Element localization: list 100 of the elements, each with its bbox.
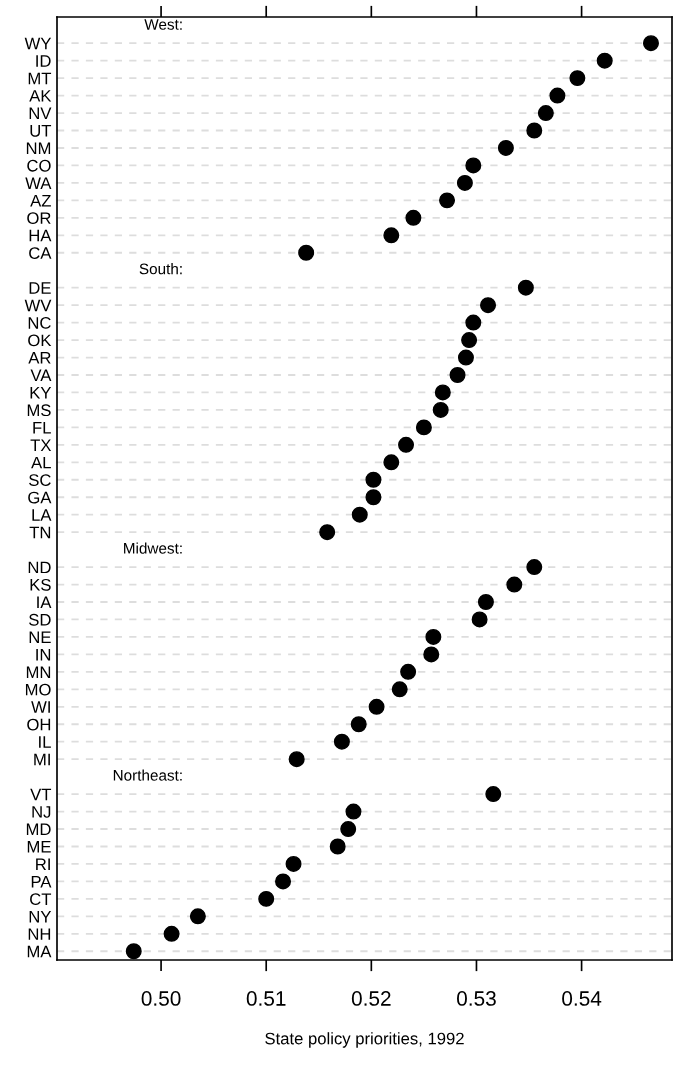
point — [456, 174, 473, 191]
point — [398, 436, 415, 453]
point — [340, 821, 357, 838]
y-tick-label: VA — [30, 369, 52, 382]
point — [405, 209, 422, 226]
x-tick-label: 0.54 — [562, 991, 602, 1006]
y-tick-label: SD — [29, 613, 51, 626]
y-tick-label: CO — [27, 159, 51, 172]
y-tick-label: NV — [29, 107, 52, 120]
point — [329, 838, 346, 855]
annotation: Northeast: — [113, 769, 182, 781]
point — [425, 628, 442, 645]
point — [642, 35, 659, 52]
point — [415, 419, 432, 436]
x-tick-label: 0.51 — [246, 991, 286, 1006]
point — [517, 279, 534, 296]
point — [432, 401, 449, 418]
y-tick-label: PA — [31, 875, 52, 888]
y-tick-label: LA — [32, 509, 52, 521]
y-tick-label: FL — [33, 421, 51, 434]
point — [368, 698, 385, 715]
y-tick-label: RI — [36, 858, 50, 870]
y-tick-label: WA — [25, 177, 52, 189]
point — [275, 873, 292, 890]
point — [549, 87, 566, 104]
y-tick-label: GA — [28, 491, 52, 504]
y-tick-label: IA — [37, 596, 52, 609]
point — [465, 157, 482, 174]
y-tick-label: WY — [24, 37, 52, 50]
point — [526, 122, 543, 139]
point — [477, 594, 494, 610]
y-tick-label: AL — [31, 456, 51, 469]
y-tick-label: OH — [27, 718, 51, 731]
y-tick-label: ME — [27, 841, 51, 853]
y-tick-label: TN — [29, 526, 51, 539]
point — [258, 890, 275, 907]
point — [465, 314, 482, 331]
y-tick-label: NJ — [32, 806, 51, 818]
y-tick-label: HA — [29, 229, 52, 242]
y-tick-label: CT — [30, 893, 52, 906]
x-tick-label: 0.52 — [351, 991, 391, 1006]
point — [163, 925, 180, 942]
y-tick-label: OK — [28, 334, 52, 347]
point — [526, 559, 543, 576]
point — [569, 70, 586, 87]
y-tick-label: CA — [29, 247, 52, 259]
y-tick-label: NM — [26, 142, 51, 155]
y-tick-label: NH — [28, 928, 51, 940]
point — [439, 192, 456, 209]
y-tick-label: MA — [27, 945, 52, 958]
y-tick-label: OR — [27, 212, 51, 225]
annotation: Midwest: — [124, 542, 182, 554]
point — [461, 332, 478, 349]
y-tick-label: MS — [27, 404, 51, 417]
point — [189, 908, 206, 925]
y-tick-label: UT — [30, 125, 52, 137]
annotation: West: — [144, 19, 182, 30]
y-tick-label: TX — [30, 439, 52, 451]
y-tick-label: NY — [29, 910, 52, 923]
point — [423, 646, 440, 663]
point — [471, 611, 488, 628]
y-tick-label: WV — [24, 299, 52, 312]
point — [596, 52, 613, 69]
point — [298, 244, 315, 261]
x-axis-title: State policy priorities, 1992 — [265, 1032, 464, 1048]
point — [365, 471, 382, 488]
point — [497, 139, 514, 156]
point — [319, 524, 336, 541]
point — [345, 803, 362, 820]
y-tick-label: KY — [30, 387, 52, 399]
point — [125, 943, 142, 960]
x-tick-label: 0.53 — [457, 991, 496, 1006]
y-tick-label: MN — [26, 666, 51, 678]
y-tick-label: MI — [34, 753, 50, 766]
y-tick-label: WI — [31, 701, 50, 713]
point — [333, 733, 350, 750]
x-tick-label: 0.50 — [141, 991, 181, 1006]
point — [537, 105, 554, 122]
point — [434, 384, 451, 401]
point — [506, 576, 523, 593]
y-tick-label: IN — [36, 648, 51, 661]
y-tick-label: DE — [29, 282, 51, 294]
y-tick-label: ND — [28, 561, 51, 574]
y-tick-label: MD — [26, 823, 51, 836]
y-tick-label: SC — [29, 474, 51, 486]
point — [383, 454, 400, 471]
point — [485, 786, 502, 803]
point — [350, 716, 367, 733]
point — [383, 227, 400, 244]
y-tick-label: MT — [28, 72, 52, 85]
y-tick-label: ID — [36, 55, 51, 67]
y-tick-label: IL — [39, 736, 51, 748]
point — [285, 855, 302, 872]
point — [400, 663, 417, 680]
point — [449, 367, 466, 383]
y-tick-label: AR — [28, 352, 51, 364]
y-tick-label: AK — [29, 90, 52, 102]
point — [391, 681, 408, 698]
y-tick-label: NE — [29, 631, 51, 643]
annotation: South: — [139, 263, 182, 275]
